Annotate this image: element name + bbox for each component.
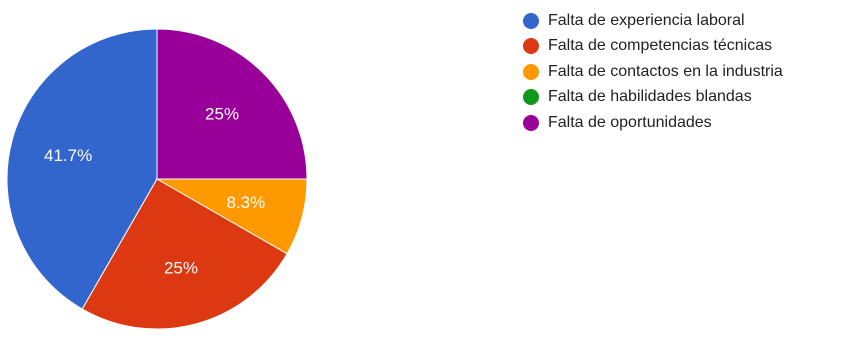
pie-slice-1[interactable] [6, 28, 158, 310]
pie-slice-5[interactable] [156, 28, 308, 180]
legend-label: Falta de experiencia laboral [548, 11, 745, 29]
slice-label-2: 25% [164, 258, 198, 277]
legend-label: Falta de competencias técnicas [548, 37, 773, 55]
legend-label: Falta de oportunidades [548, 113, 712, 131]
slice-label-1: 41.7% [44, 146, 92, 165]
legend-swatch-icon [523, 89, 539, 106]
legend-item[interactable]: Falta de contactos en la industria [523, 59, 783, 85]
legend-item[interactable]: Falta de competencias técnicas [523, 34, 783, 60]
legend-item[interactable]: Falta de oportunidades [523, 110, 783, 136]
legend-item[interactable]: Falta de habilidades blandas [523, 85, 783, 111]
slice-label-3: 8.3% [227, 193, 266, 212]
legend: Falta de experiencia laboral Falta de com… [523, 8, 783, 136]
legend-label: Falta de contactos en la industria [548, 62, 783, 80]
slice-label-5: 25% [205, 104, 239, 123]
legend-swatch-icon [523, 114, 539, 131]
legend-swatch-icon [523, 38, 539, 55]
legend-item[interactable]: Falta de experiencia laboral [523, 8, 783, 34]
pie-slice-2[interactable] [81, 178, 288, 330]
legend-swatch-icon [523, 12, 539, 29]
legend-label: Falta de habilidades blandas [548, 88, 752, 106]
legend-swatch-icon [523, 63, 539, 80]
